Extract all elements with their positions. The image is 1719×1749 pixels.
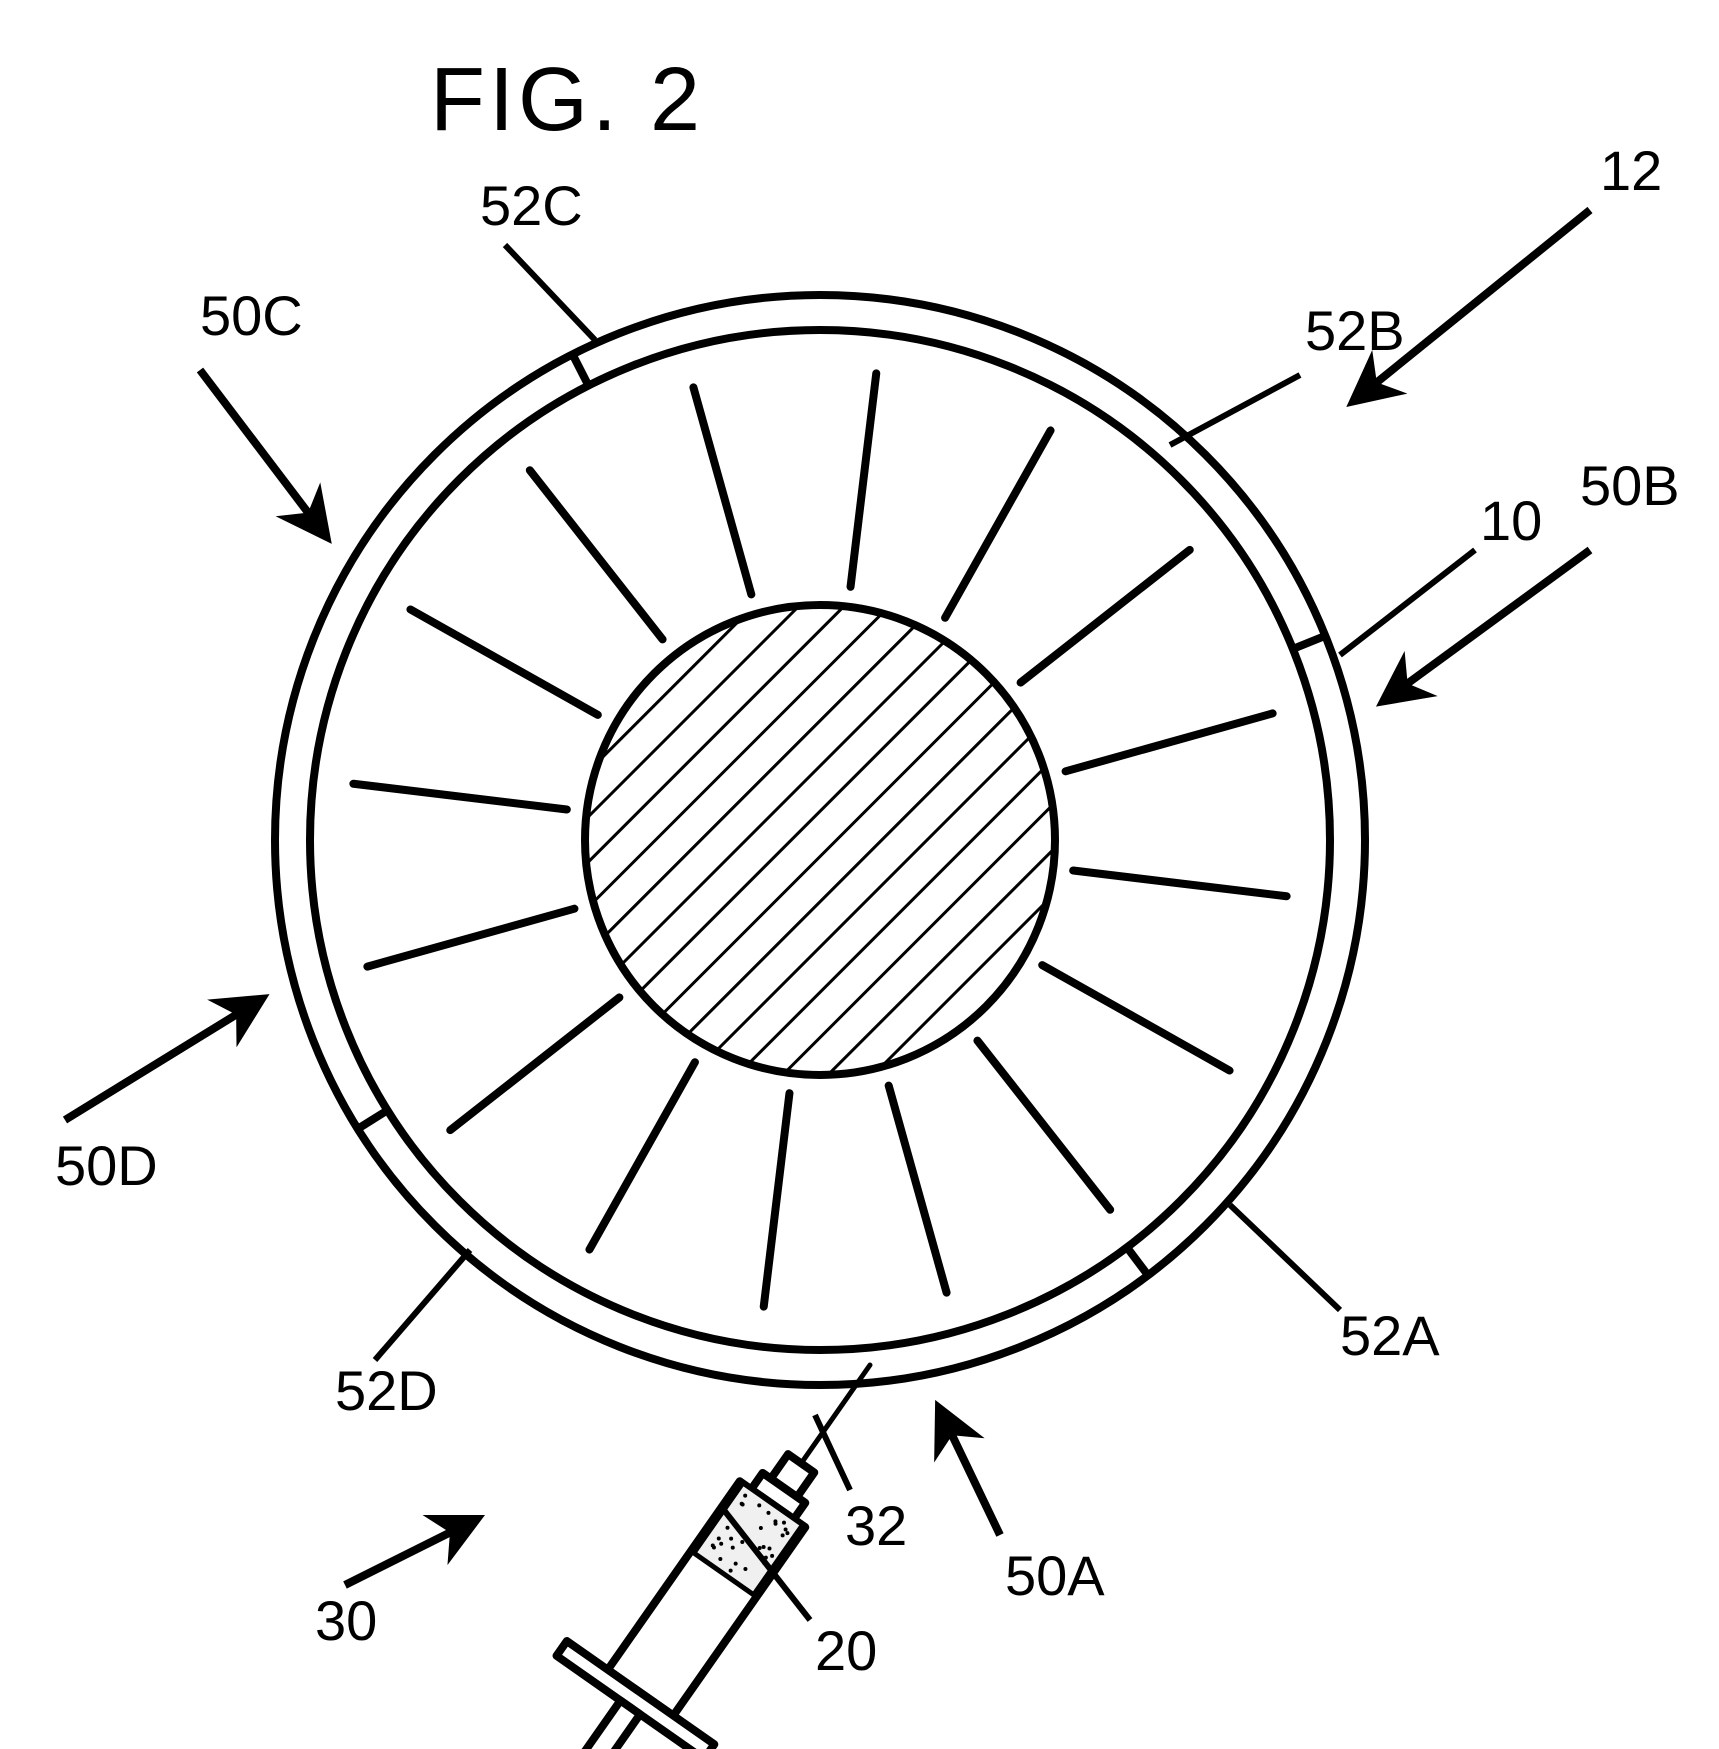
arrow-30 — [345, 1520, 475, 1585]
iris-ray — [945, 430, 1050, 617]
arrow-50C — [200, 370, 325, 535]
syringe-plunger-shaft — [552, 1701, 640, 1749]
syringe-dot — [762, 1545, 766, 1549]
syringe-dot — [743, 1494, 747, 1498]
iris-ray — [1042, 965, 1229, 1070]
leader-52B — [1170, 375, 1300, 445]
quadrant-tick — [358, 1110, 388, 1129]
arrow-50D — [65, 1000, 260, 1120]
syringe-dot — [717, 1536, 721, 1540]
syringe-dot — [740, 1540, 744, 1544]
syringe-dot — [734, 1562, 738, 1566]
syringe-dot — [766, 1511, 770, 1515]
arrow-50B — [1385, 550, 1590, 700]
leader-32 — [815, 1415, 850, 1490]
syringe-dot — [729, 1537, 733, 1541]
iris-ray — [410, 609, 597, 714]
iris-ray — [589, 1062, 694, 1249]
syringe-dot — [741, 1503, 745, 1507]
figure-title: FIG. 2 — [430, 50, 704, 150]
syringe-dot — [729, 1569, 733, 1573]
syringe-dot — [785, 1531, 789, 1535]
label-52D: 52D — [335, 1359, 438, 1422]
iris-ray — [367, 909, 574, 967]
syringe-dot — [782, 1521, 786, 1525]
arrow-50A — [940, 1410, 1000, 1535]
iris-ray — [889, 1086, 947, 1293]
syringe-dot — [712, 1546, 716, 1550]
syringe-dot — [770, 1554, 774, 1558]
leader-52D — [375, 1250, 470, 1360]
label-20: 20 — [815, 1619, 877, 1682]
iris-ray — [353, 784, 566, 810]
label-50A: 50A — [1005, 1544, 1105, 1607]
iris-ray — [977, 1041, 1110, 1210]
label-52C: 52C — [480, 174, 583, 237]
leader-52A — [1230, 1205, 1340, 1310]
label-50B: 50B — [1580, 454, 1680, 517]
syringe-dot — [731, 1546, 735, 1550]
iris-ray — [851, 373, 877, 586]
iris-ray — [764, 1093, 790, 1306]
iris-ray — [1021, 550, 1190, 683]
syringe-dot — [757, 1503, 761, 1507]
iris-ray — [693, 387, 751, 594]
syringe-dot — [718, 1557, 722, 1561]
iris-ray — [1066, 713, 1273, 771]
label-10: 10 — [1480, 489, 1542, 552]
leader-10 — [1340, 550, 1475, 655]
syringe-dot — [773, 1519, 777, 1523]
syringe-dot — [719, 1542, 723, 1546]
label-32: 32 — [845, 1494, 907, 1557]
syringe-dot — [725, 1526, 729, 1530]
label-52A: 52A — [1340, 1304, 1440, 1367]
quadrant-tick — [1127, 1247, 1148, 1275]
syringe-dot — [784, 1527, 788, 1531]
label-12: 12 — [1600, 139, 1662, 202]
quadrant-tick — [1293, 636, 1325, 649]
label-52B: 52B — [1305, 299, 1405, 362]
syringe-dot — [743, 1567, 747, 1571]
iris-ray — [530, 470, 663, 639]
iris-ray — [450, 997, 619, 1130]
quadrant-tick — [573, 354, 589, 385]
syringe-dot — [781, 1533, 785, 1537]
pupil — [585, 605, 1055, 1075]
label-30: 30 — [315, 1589, 377, 1652]
syringe-needle — [801, 1365, 870, 1463]
syringe-dot — [759, 1526, 763, 1530]
label-50D: 50D — [55, 1134, 158, 1197]
leader-52C — [505, 245, 595, 340]
syringe-dot — [767, 1546, 771, 1550]
iris-ray — [1073, 871, 1286, 897]
label-50C: 50C — [200, 284, 303, 347]
